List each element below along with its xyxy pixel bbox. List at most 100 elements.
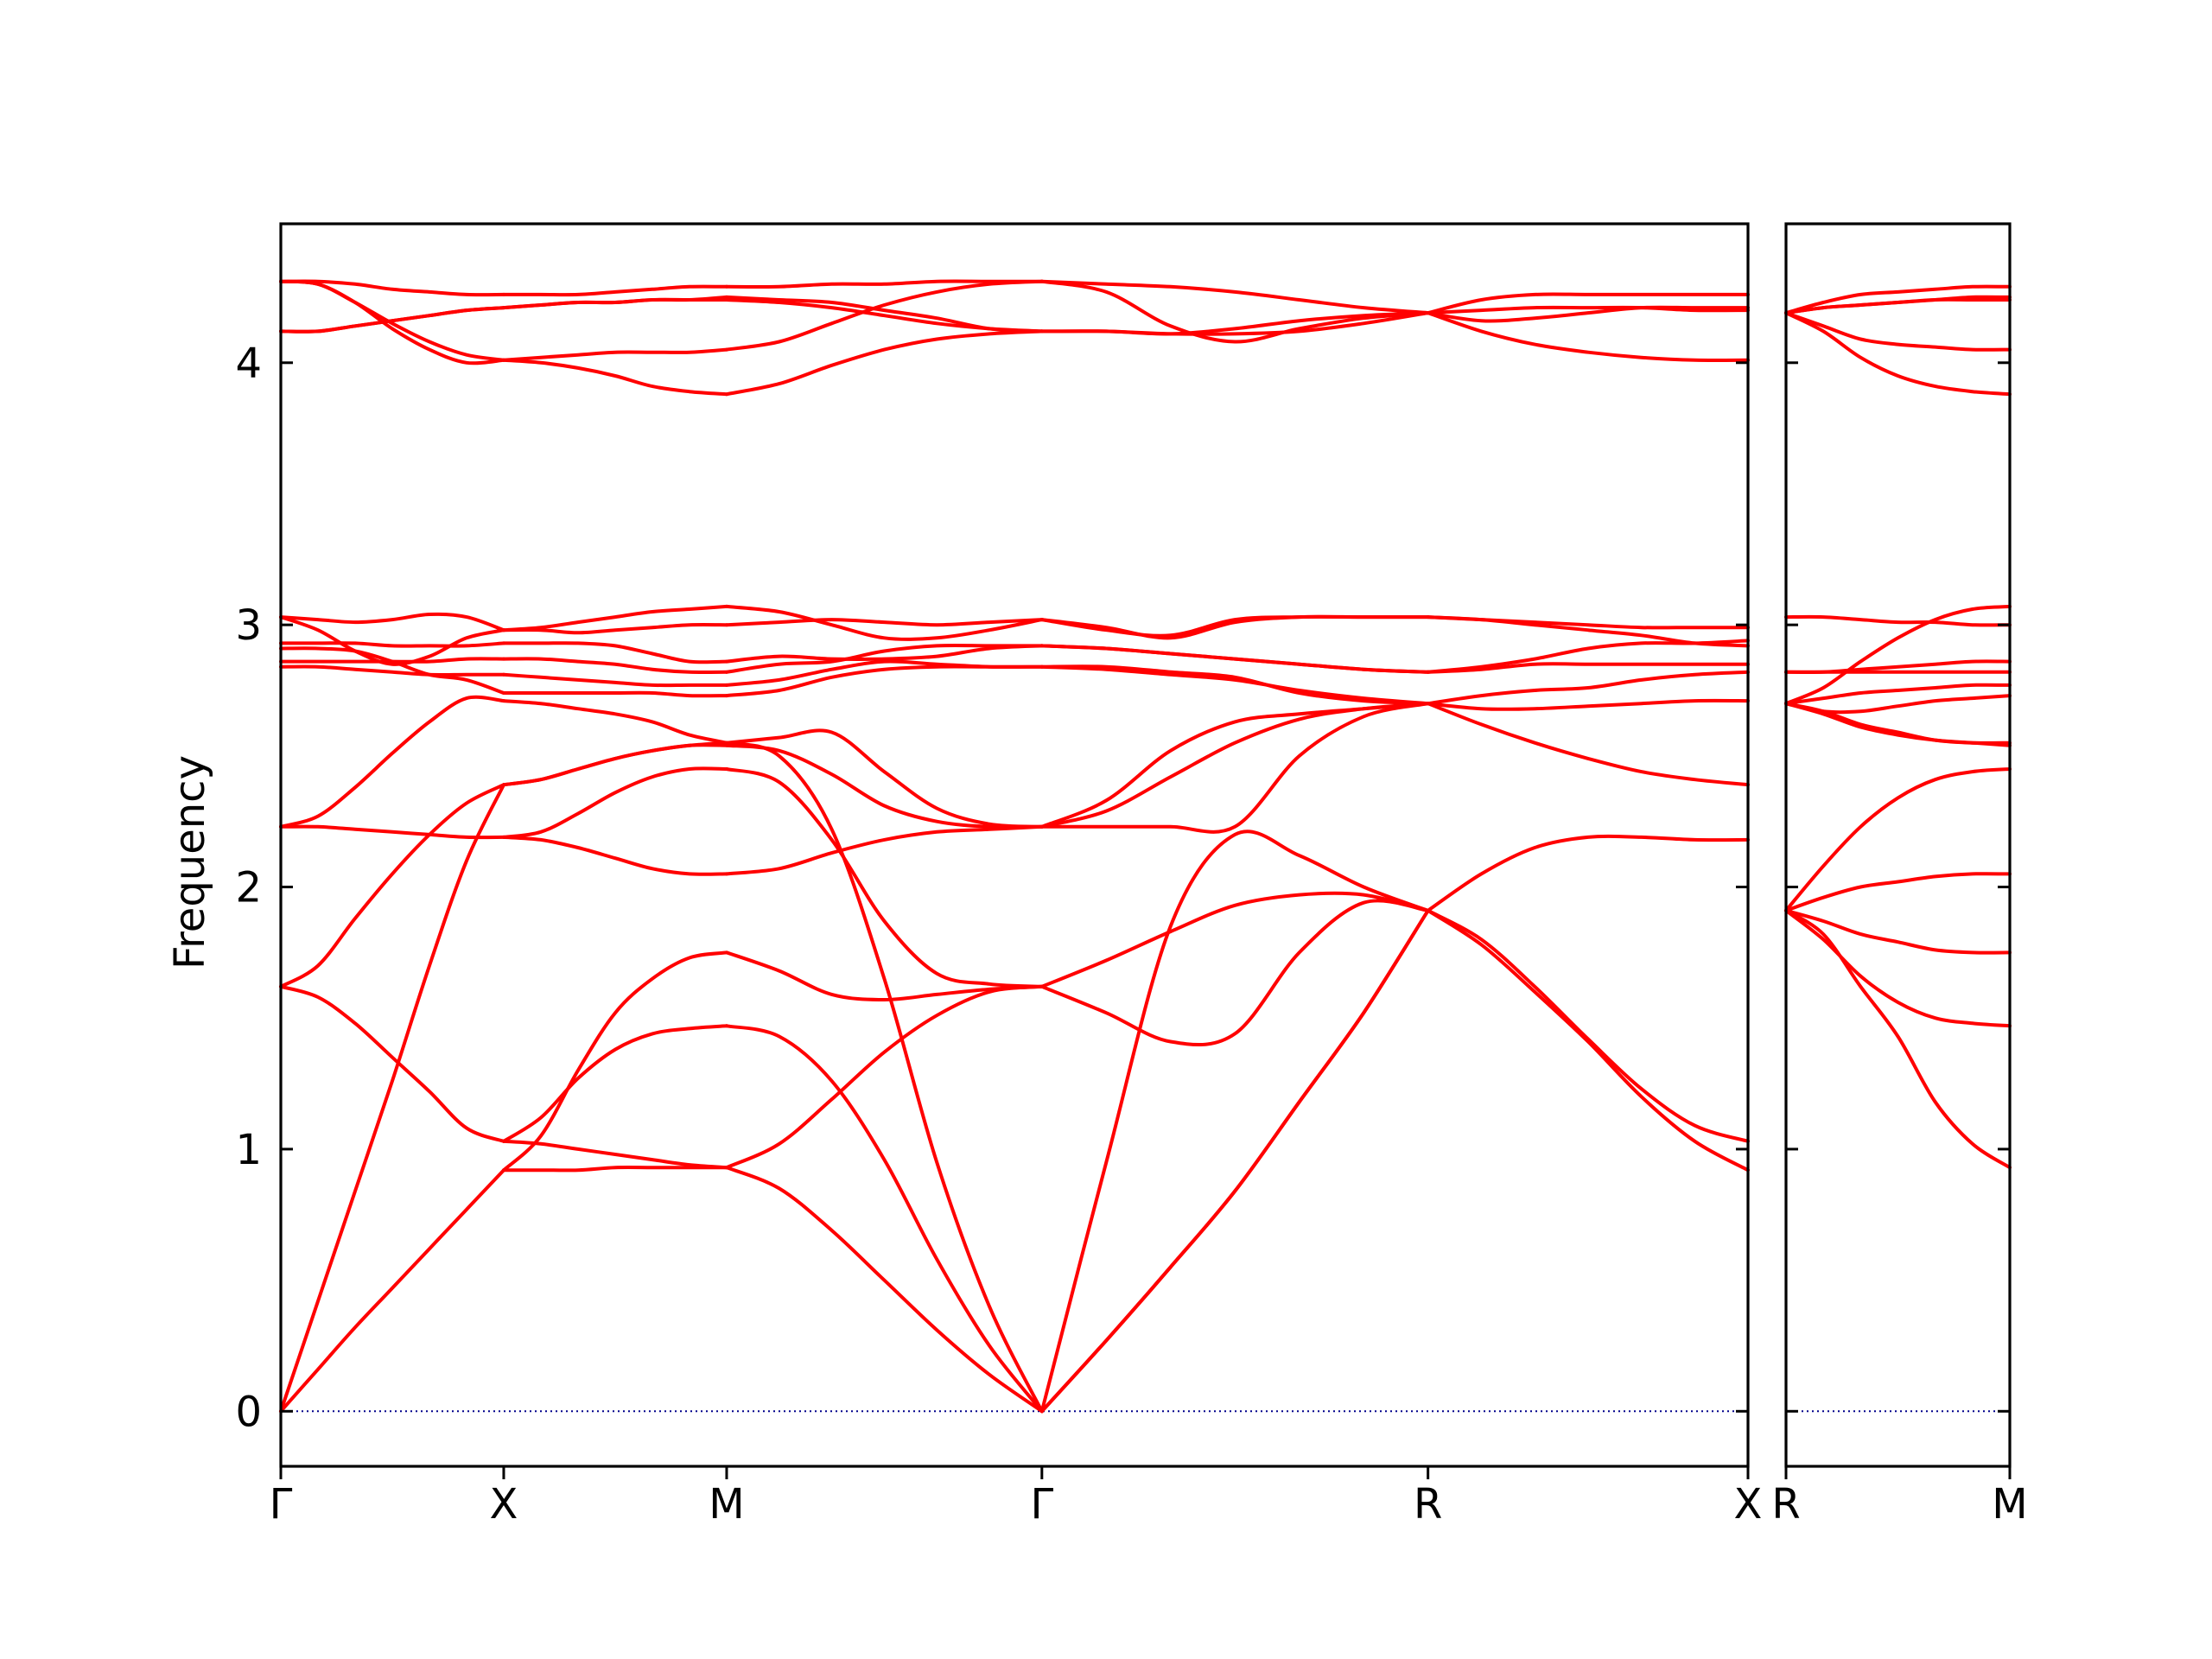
- band-branch: [279, 984, 505, 1143]
- band-branch: [1039, 908, 1430, 1414]
- x-tick-label: R: [1414, 1480, 1442, 1529]
- band-branch: [725, 659, 1044, 687]
- band-branch: [1784, 694, 2012, 715]
- y-tick-label: 1: [235, 1126, 262, 1174]
- x-tick-label: X: [490, 1480, 518, 1529]
- band-branch: [1784, 284, 2012, 315]
- band-branch: [502, 766, 728, 839]
- band-branch: [502, 690, 728, 698]
- band-branch: [502, 1139, 728, 1170]
- band-branch: [725, 1166, 1044, 1414]
- band-branch: [502, 641, 728, 664]
- band-branch: [1426, 834, 1750, 912]
- segment-1: [502, 284, 728, 1173]
- band-branch: [1039, 614, 1430, 640]
- y-tick-label: 4: [235, 340, 262, 388]
- band-branch: [279, 824, 505, 840]
- segment-0: [1784, 284, 2012, 1170]
- band-branch: [502, 741, 728, 787]
- band-branch: [279, 641, 505, 648]
- band-branch: [502, 672, 728, 688]
- band-branch: [1426, 311, 1750, 363]
- x-tick-label: R: [1771, 1480, 1800, 1529]
- band-branch: [279, 783, 505, 988]
- band-branch: [279, 1168, 505, 1414]
- band-branch: [279, 306, 505, 334]
- band-branch: [502, 950, 728, 1173]
- segment-2: [725, 279, 1044, 1414]
- band-branch: [502, 295, 728, 310]
- x-tick-label: Γ: [270, 1480, 293, 1529]
- band-branch: [1426, 908, 1750, 1143]
- band-branch: [725, 743, 1044, 830]
- band-branch: [1039, 891, 1430, 988]
- band-branch: [725, 279, 1044, 352]
- band-branch: [1426, 662, 1750, 674]
- y-tick-label: 2: [235, 864, 262, 912]
- band-branch: [725, 644, 1044, 664]
- band-branch: [1784, 908, 2012, 1028]
- y-tick-label: 0: [235, 1388, 262, 1436]
- band-branch: [279, 646, 505, 695]
- axes-frame: [279, 222, 1750, 1468]
- band-branch: [725, 329, 1044, 397]
- y-tick-label: 3: [235, 601, 262, 650]
- band-branch: [1426, 670, 1750, 706]
- band-branch: [725, 767, 1044, 988]
- panel-main: 0 1 2 3 4 Γ X M Γ R X: [235, 222, 1763, 1529]
- x-tick-label: M: [709, 1480, 744, 1529]
- segment-3: [1039, 279, 1430, 1414]
- band-branch: [1426, 702, 1750, 787]
- band-branch: [279, 664, 505, 677]
- band-branch: [1426, 305, 1750, 315]
- band-branch: [1426, 698, 1750, 711]
- band-branch: [1784, 767, 2012, 912]
- band-branch: [502, 358, 728, 397]
- band-branch: [502, 1165, 728, 1173]
- band-branch: [279, 279, 505, 362]
- band-branch: [1784, 908, 2012, 955]
- band-branch: [725, 643, 1044, 674]
- band-branch: [1039, 279, 1430, 315]
- band-branch: [502, 347, 728, 362]
- band-branch: [1426, 908, 1750, 1173]
- band-branch: [725, 618, 1044, 627]
- band-branch: [502, 835, 728, 876]
- band-branch: [1039, 279, 1430, 344]
- x-tick-label: X: [1734, 1480, 1763, 1529]
- band-branch: [1784, 614, 2012, 627]
- band-branch: [725, 295, 1044, 334]
- band-branch: [725, 741, 1044, 1414]
- band-branch: [502, 622, 728, 635]
- band-branch: [502, 699, 728, 745]
- segment-4: [1426, 292, 1750, 1173]
- band-branch: [1039, 702, 1430, 834]
- x-tick-label: Γ: [1030, 1480, 1053, 1529]
- band-branch: [725, 984, 1044, 1170]
- band-branch: [1039, 899, 1430, 1047]
- segment-0: [279, 279, 505, 1414]
- band-branch: [279, 612, 505, 632]
- band-branch: [1039, 644, 1430, 674]
- y-axis-label: Frequency: [166, 755, 214, 969]
- band-branch: [725, 728, 1044, 829]
- band-branch: [1039, 664, 1430, 706]
- band-branch: [1039, 908, 1430, 1414]
- band-branch: [1039, 311, 1430, 336]
- band-branch: [1784, 604, 2012, 706]
- band-branch: [725, 950, 1044, 1001]
- band-branch: [502, 604, 728, 632]
- band-branch: [1784, 872, 2012, 912]
- x-tick-label: M: [1992, 1480, 2027, 1529]
- band-branch: [502, 657, 728, 675]
- band-branch: [279, 279, 505, 297]
- band-branch: [502, 1024, 728, 1143]
- band-branch: [502, 284, 728, 297]
- band-branch: [1784, 908, 2012, 1170]
- band-branch: [1426, 292, 1750, 315]
- band-branch: [725, 824, 1044, 876]
- band-branch: [279, 615, 505, 666]
